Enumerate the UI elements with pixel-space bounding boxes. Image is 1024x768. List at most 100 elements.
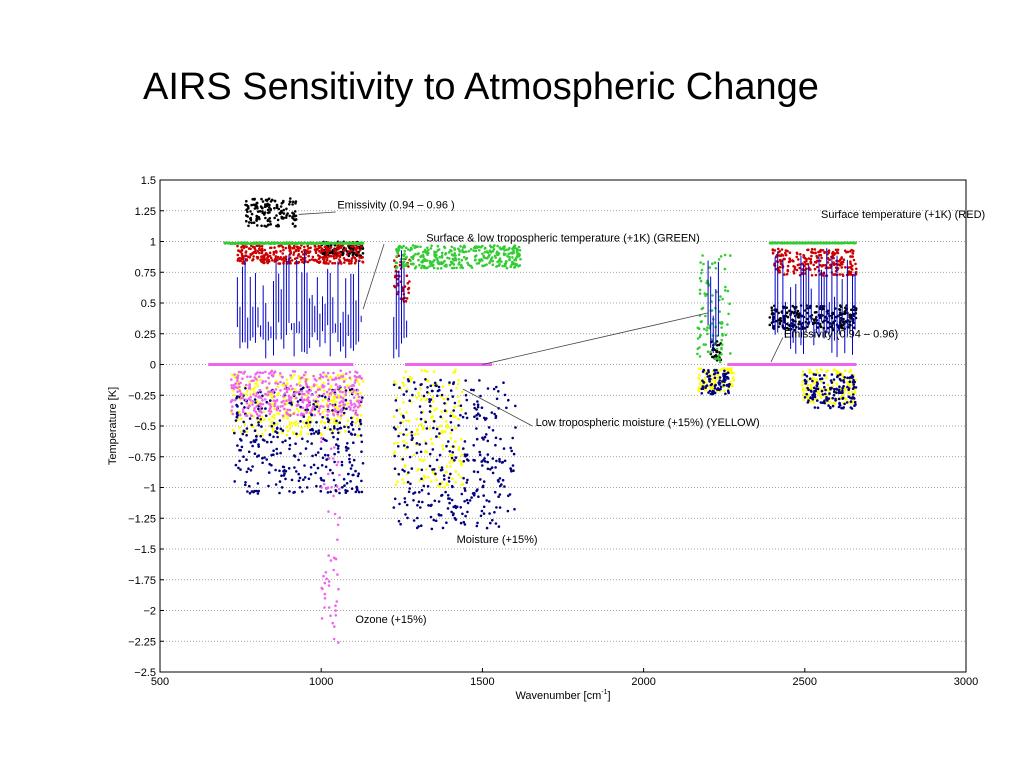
ozone-point <box>341 397 345 400</box>
moisture-point <box>323 453 327 457</box>
low_trop_moisture-point <box>322 389 326 392</box>
moisture-point <box>714 383 717 387</box>
moisture-point <box>264 414 268 418</box>
moisture-point <box>413 491 417 494</box>
moisture-point <box>440 466 444 469</box>
emissivity-point <box>249 210 252 213</box>
surface-point <box>313 244 317 248</box>
ozone-point <box>312 399 316 402</box>
surface-point <box>356 246 360 250</box>
moisture-point <box>727 385 731 388</box>
surface_low_trop-point <box>708 266 711 269</box>
emissivity-point <box>850 308 853 312</box>
emissivity-point <box>261 210 264 213</box>
surface_low_trop-point <box>429 247 433 250</box>
ozone-point <box>230 378 233 381</box>
moisture-point <box>838 385 841 389</box>
moisture-point <box>247 467 250 471</box>
low_trop_moisture-point <box>457 473 461 476</box>
low_trop_moisture-point <box>269 393 272 397</box>
surface_low_trop-point <box>491 263 495 267</box>
moisture-point <box>828 392 831 395</box>
moisture-point <box>502 447 506 450</box>
moisture-point <box>502 381 505 385</box>
low_trop_moisture-point <box>307 426 310 429</box>
moisture-point <box>462 447 465 450</box>
moisture-point <box>315 484 318 488</box>
surface_low_trop-point <box>443 246 447 250</box>
moisture-point <box>427 504 430 507</box>
moisture-point <box>326 454 330 457</box>
moisture-point <box>397 434 400 438</box>
low_trop_moisture-point <box>430 416 433 419</box>
moisture-point <box>279 451 282 455</box>
moisture-point <box>440 468 444 472</box>
surface-point <box>834 248 838 252</box>
moisture-point <box>485 433 488 436</box>
surface-point <box>256 257 259 260</box>
moisture-point <box>819 377 822 381</box>
moisture-point <box>484 418 487 421</box>
moisture-point <box>452 505 456 509</box>
surface-point <box>822 264 825 267</box>
low_trop_moisture-point <box>801 380 804 384</box>
ozone-point <box>304 380 308 383</box>
series-emissivity <box>244 197 858 362</box>
moisture-point <box>257 443 260 446</box>
leader-line <box>770 337 784 363</box>
surface-point <box>407 265 410 268</box>
surface-point <box>355 251 358 254</box>
ozone-point <box>335 409 338 413</box>
moisture-point <box>276 426 279 430</box>
moisture-point <box>486 387 490 390</box>
moisture-point <box>803 396 807 399</box>
ozone-point <box>320 440 323 444</box>
moisture-point <box>854 386 858 389</box>
surface_low_trop-point <box>395 254 398 258</box>
moisture-point <box>716 387 720 390</box>
surface_low_trop-point <box>353 241 356 245</box>
moisture-point <box>488 512 491 515</box>
low_trop_moisture-point <box>286 416 289 420</box>
emissivity-point <box>261 200 265 203</box>
moisture-point <box>242 455 245 459</box>
moisture-point <box>392 506 396 509</box>
surface-point <box>338 246 342 249</box>
surface-point <box>333 261 337 265</box>
emissivity-point <box>249 216 252 220</box>
surface-point <box>256 249 260 253</box>
surface-point <box>292 253 295 256</box>
surface-point <box>263 254 267 257</box>
moisture-point <box>310 442 314 445</box>
surface-point <box>784 251 787 255</box>
moisture-point <box>499 437 502 441</box>
surface_low_trop-point <box>228 242 232 245</box>
surface-point <box>826 261 830 264</box>
low_trop_moisture-point <box>819 368 823 372</box>
moisture-point <box>393 467 397 471</box>
moisture-point <box>727 390 730 394</box>
low_trop_moisture-point <box>288 426 292 430</box>
emissivity-point <box>266 211 270 215</box>
ozone-point <box>332 494 335 498</box>
surface-point <box>837 259 841 263</box>
surface-point <box>303 245 306 249</box>
moisture-point <box>416 516 419 520</box>
low_trop_moisture-point <box>315 383 318 387</box>
surface_low_trop-point <box>493 254 497 258</box>
surface-point <box>840 266 844 269</box>
surface_low_trop-point <box>402 260 406 264</box>
moisture-point <box>465 498 469 502</box>
surface_low_trop-point <box>505 266 509 270</box>
low_trop_moisture-point <box>826 383 830 387</box>
low_trop_moisture-point <box>236 418 240 421</box>
surface-point <box>393 259 396 262</box>
moisture-point <box>314 471 317 475</box>
surface-point <box>350 244 354 248</box>
moisture-point <box>462 520 466 524</box>
low_trop_moisture-point <box>812 401 815 404</box>
moisture-point <box>233 480 236 483</box>
moisture-point <box>446 397 450 401</box>
moisture-point <box>846 385 849 389</box>
surface-point <box>325 253 329 256</box>
